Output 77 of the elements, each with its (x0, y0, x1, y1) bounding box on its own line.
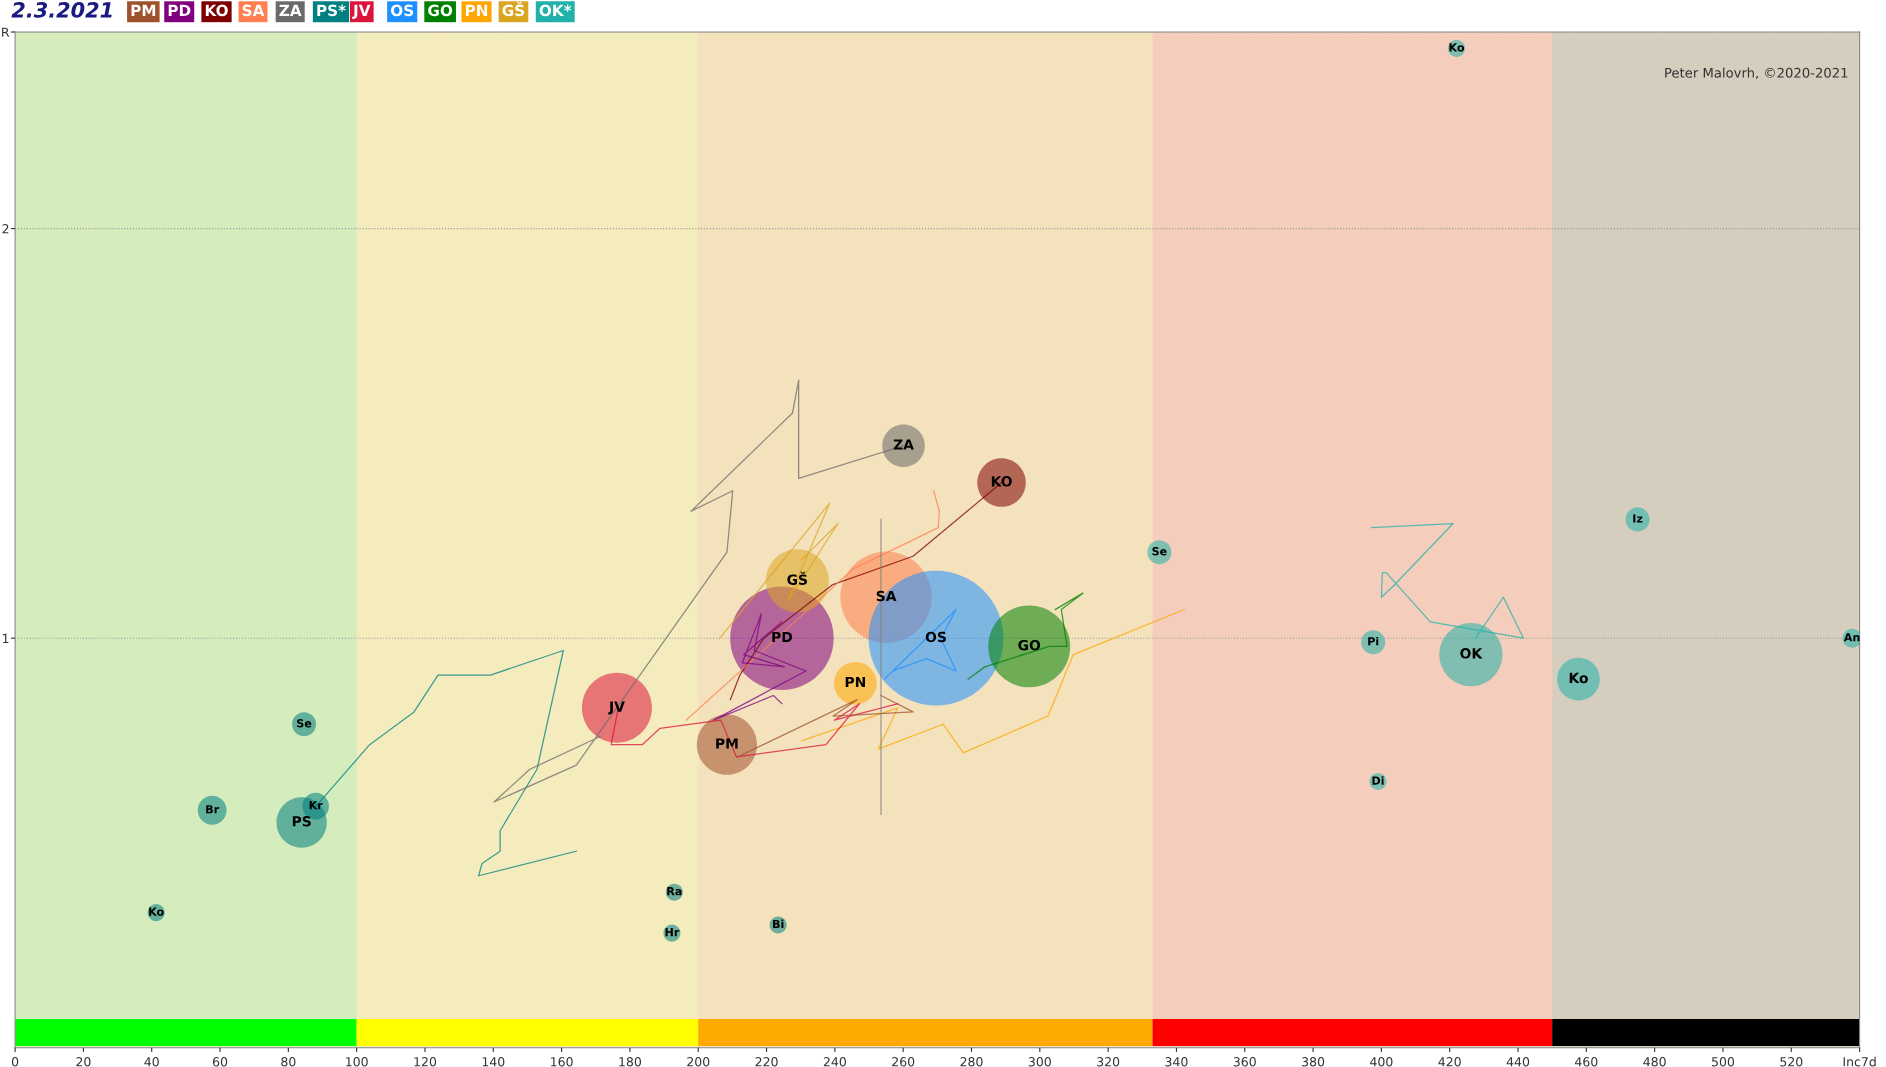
x-tick-label: 260 (892, 1057, 915, 1067)
x-tick-label: 40 (144, 1057, 159, 1067)
x-tick-label: 220 (755, 1057, 778, 1067)
x-tick-label: 120 (414, 1057, 437, 1067)
data-label: ZA (893, 439, 914, 450)
text: GO (428, 4, 453, 17)
line-series (712, 613, 807, 721)
data-label: An (1843, 633, 1860, 642)
text: JV (352, 4, 371, 20)
text: OS (390, 4, 414, 17)
x-tick-label: 100 (346, 1057, 368, 1067)
x-tick-label: 500 (1712, 1057, 1735, 1067)
x-tick-label: 380 (1302, 1057, 1325, 1067)
data-label: KO (991, 476, 1012, 487)
text: PS* (317, 4, 346, 17)
text: PN (465, 4, 488, 16)
x-tick-label: 60 (212, 1057, 228, 1067)
line-series (883, 608, 957, 680)
x-tick-label: 360 (1233, 1057, 1256, 1067)
x-tick-label: 160 (551, 1057, 573, 1067)
x-tick-label: 280 (960, 1057, 983, 1067)
data-label: Ko (1569, 672, 1588, 684)
text: KO (205, 4, 228, 17)
x-tick-label: 440 (1506, 1057, 1530, 1067)
data-label: Bi (773, 919, 784, 928)
data-label: PS (292, 816, 311, 827)
x-tick-label: 240 (823, 1057, 846, 1067)
x-tick-label: 460 (1575, 1057, 1598, 1067)
y-tick-label: R (2, 27, 10, 37)
x-tick-label: 300 (1028, 1057, 1051, 1067)
text: GŠ (502, 1, 525, 17)
data-label: Br (206, 805, 220, 814)
text: PD (168, 4, 191, 16)
data-label: PM (716, 738, 738, 749)
chart-title: 2.3.2021 (11, 2, 112, 18)
line-series (801, 608, 1185, 754)
line-series (967, 592, 1084, 680)
data-label: Hr (665, 928, 680, 937)
line-series (1371, 522, 1525, 639)
data-label: Se (1152, 547, 1167, 556)
x-tick-label: Inc7d (1843, 1056, 1876, 1067)
line-series (610, 703, 899, 758)
data-label: Iz (1633, 514, 1643, 523)
line-series (736, 694, 914, 758)
data-label: Kr (309, 801, 323, 810)
text: OK* (539, 4, 572, 17)
x-tick-label: 340 (1165, 1057, 1188, 1067)
annotation: Peter Malovrh, ©2020-2021 (1665, 67, 1848, 80)
x-tick-label: 20 (76, 1057, 91, 1067)
data-label: Di (1372, 776, 1384, 785)
x-tick-label: 200 (687, 1057, 710, 1067)
data-label: Ko (149, 907, 164, 916)
text: SA (242, 4, 265, 17)
y-tick-label: 1 (2, 633, 9, 643)
text: PM (131, 4, 156, 16)
x-tick-label: 400 (1370, 1057, 1393, 1067)
data-label: Pi (1368, 636, 1379, 646)
x-tick-label: 0 (11, 1057, 19, 1067)
data-label: OS (925, 631, 946, 643)
x-tick-label: 320 (1097, 1057, 1120, 1067)
x-tick-label: 140 (482, 1057, 505, 1067)
data-label: GŠ (787, 571, 807, 585)
text: ZA (279, 4, 302, 16)
x-tick-label: 480 (1643, 1057, 1666, 1067)
x-tick-label: 80 (281, 1057, 296, 1067)
y-tick-label: 2 (2, 224, 9, 234)
x-tick-label: 180 (619, 1057, 642, 1067)
data-label: Ra (667, 887, 682, 896)
data-label: Se (297, 719, 312, 728)
data-label: GO (1018, 639, 1041, 651)
x-tick-label: 520 (1780, 1057, 1803, 1067)
data-label: OK (1460, 648, 1483, 659)
data-label: PD (772, 631, 793, 643)
data-label: Ko (1449, 43, 1465, 52)
data-label: JV (608, 701, 625, 715)
data-label: PN (845, 676, 865, 688)
x-tick-label: 420 (1438, 1057, 1461, 1067)
